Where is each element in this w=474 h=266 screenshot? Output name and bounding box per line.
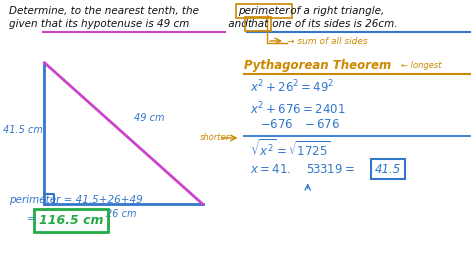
Text: 49 cm: 49 cm <box>134 113 164 123</box>
Text: =: = <box>27 214 39 224</box>
Text: 116.5 cm: 116.5 cm <box>38 214 103 227</box>
Text: $-676 \;\;\; -676$: $-676 \;\;\; -676$ <box>260 118 340 131</box>
Text: $5$: $5$ <box>306 163 314 176</box>
Text: → sum of all sides: → sum of all sides <box>287 37 367 46</box>
Text: $x^2 + 26^2 = 49^2$: $x^2 + 26^2 = 49^2$ <box>250 78 335 95</box>
Text: $x=41.$: $x=41.$ <box>250 163 292 176</box>
Text: $\sqrt{x^2}=\sqrt{1725}$: $\sqrt{x^2}=\sqrt{1725}$ <box>250 139 330 160</box>
Text: and: and <box>225 19 251 29</box>
Text: of a right triangle,: of a right triangle, <box>287 6 384 16</box>
Text: 41.5 cm: 41.5 cm <box>3 125 43 135</box>
Text: shorter: shorter <box>200 134 230 143</box>
Text: 26 cm: 26 cm <box>107 209 137 219</box>
Text: given that its hypotenuse is 49 cm: given that its hypotenuse is 49 cm <box>9 19 189 29</box>
Text: ← longest: ← longest <box>401 61 441 70</box>
Text: Pythagorean Theorem: Pythagorean Theorem <box>245 59 392 72</box>
Text: perimeter: perimeter <box>238 6 290 16</box>
Text: Determine, to the nearest tenth, the: Determine, to the nearest tenth, the <box>9 6 202 16</box>
Text: $3319 =$: $3319 =$ <box>312 163 355 176</box>
Text: that: that <box>247 19 269 29</box>
Text: $x^2 + 676 = 2401$: $x^2 + 676 = 2401$ <box>250 100 346 117</box>
Text: perimeter = 41.5+26+49: perimeter = 41.5+26+49 <box>9 195 143 205</box>
Text: 41.5: 41.5 <box>375 163 401 176</box>
Text: one of its sides is 26cm.: one of its sides is 26cm. <box>269 19 398 29</box>
